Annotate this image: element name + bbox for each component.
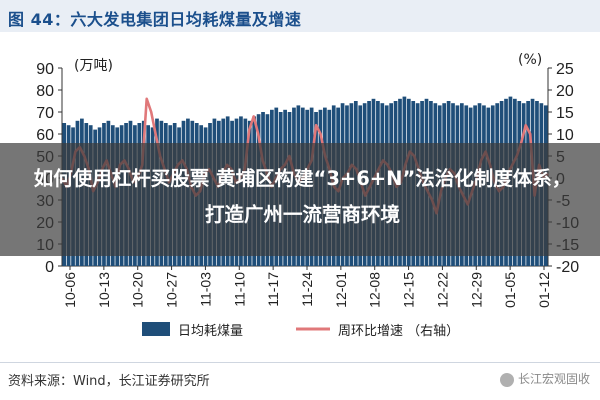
x-tick-label: 12-15 [401,272,417,308]
legend-bar-swatch [142,322,170,336]
watermark-text: 长江宏观固收 [517,372,590,386]
right-tick-label: -20 [556,259,579,276]
source-note: 资料来源：Wind，长江证券研究所 [8,374,210,389]
left-tick-label: 90 [36,61,54,78]
left-unit-label: (万吨) [74,58,113,74]
figure-title: 图 44：六大发电集团日均耗煤量及增速 [8,10,302,29]
left-tick-label: 80 [36,83,54,100]
x-tick-label: 10-20 [130,272,146,308]
right-unit-label: (%) [518,52,542,68]
overlay-headline: 如何使用杠杆买股票 黄埔区构建“3+6+N”法治化制度体系，打造广州一流营商环境 [33,167,572,226]
x-tick-label: 11-03 [197,272,213,307]
footer-divider [0,362,600,363]
x-tick-label: 01-12 [536,272,552,308]
x-tick-label: 12-08 [367,272,383,308]
x-tick-label: 10-13 [96,272,112,308]
legend-line-label: 周环比增速 （右轴） [338,324,459,339]
x-tick-label: 12-22 [434,272,450,308]
left-tick-label: 60 [36,127,54,144]
x-axis: 10-06 10-13 10-20 10-27 11-03 11-10 11-17 11-24… [62,266,552,308]
x-tick-label: 12-01 [333,272,349,308]
x-tick-label: 12-29 [468,272,484,308]
x-tick-label: 11-24 [299,272,315,307]
wechat-icon [499,372,514,387]
figure-title-bar: 图 44：六大发电集团日均耗煤量及增速 [0,0,600,32]
x-tick-label: 11-17 [265,272,281,307]
news-overlay-banner: 如何使用杠杆买股票 黄埔区构建“3+6+N”法治化制度体系，打造广州一流营商环境 [0,143,600,256]
x-tick-label: 11-10 [231,272,247,307]
x-tick-label: 01-05 [502,272,518,308]
right-tick-label: 20 [556,83,574,100]
legend-bar-label: 日均耗煤量 [178,324,243,339]
x-tick-label: 10-06 [62,272,78,308]
left-tick-label: 70 [36,105,54,122]
right-tick-label: 15 [556,105,574,122]
watermark: 长江宏观固收 [499,370,590,387]
legend: 日均耗煤量 周环比增速 （右轴） [142,322,459,339]
right-tick-label: 25 [556,61,574,78]
x-tick-label: 10-27 [164,272,180,308]
left-tick-label: 0 [45,259,54,276]
right-tick-label: 10 [556,127,574,144]
